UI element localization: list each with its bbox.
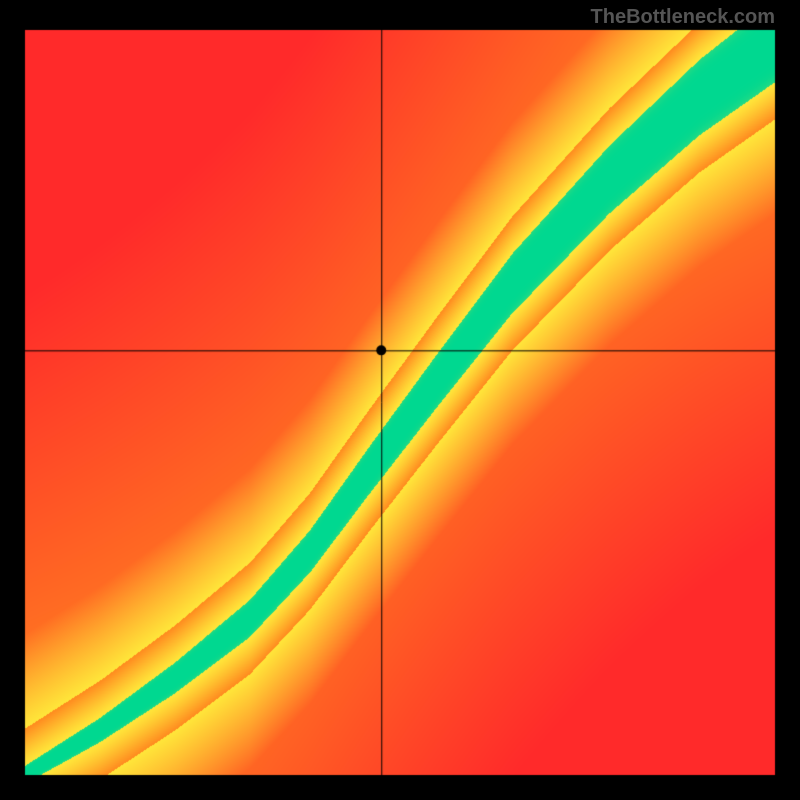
- chart-container: TheBottleneck.com: [0, 0, 800, 800]
- bottleneck-heatmap: [0, 0, 800, 800]
- watermark-text: TheBottleneck.com: [591, 6, 775, 29]
